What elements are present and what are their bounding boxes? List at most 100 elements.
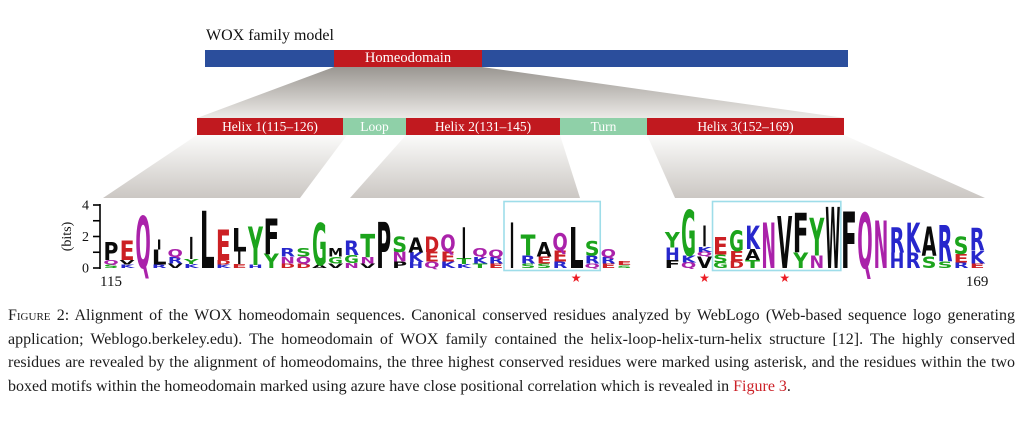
svg-text:P: P xyxy=(392,259,407,270)
logo-column: AG xyxy=(312,212,327,280)
svg-text:A: A xyxy=(922,221,937,267)
svg-text:R: R xyxy=(344,237,359,260)
svg-text:R: R xyxy=(553,260,568,270)
svg-text:R: R xyxy=(489,256,504,266)
zoom-connector-helix2 xyxy=(350,135,580,198)
svg-text:S: S xyxy=(585,237,600,260)
svg-text:I: I xyxy=(702,222,707,254)
svg-text:D: D xyxy=(424,232,439,257)
logo-column: NY xyxy=(809,208,825,273)
svg-text:W: W xyxy=(825,198,840,289)
svg-text:N: N xyxy=(392,250,407,265)
svg-text:F: F xyxy=(793,202,809,266)
motif-box xyxy=(503,200,602,272)
svg-text:H: H xyxy=(890,248,905,273)
loop-label: Loop xyxy=(360,119,389,134)
svg-text:N: N xyxy=(344,262,359,270)
svg-text:S: S xyxy=(922,254,937,272)
svg-text:115: 115 xyxy=(100,274,122,290)
svg-text:I: I xyxy=(157,237,162,252)
sequence-logo-area: 0 2 4 (bits) 115 169 S Q P K V E Q R L I V R Q K Y I L K D E E I L H Y… xyxy=(60,191,1000,296)
logo-column: SE xyxy=(617,260,632,269)
svg-text:K: K xyxy=(441,259,456,270)
svg-text:(bits): (bits) xyxy=(60,221,75,251)
logo-column: EKR xyxy=(970,223,986,270)
svg-text:K: K xyxy=(408,250,424,265)
svg-text:4: 4 xyxy=(82,199,89,214)
svg-text:K: K xyxy=(681,254,697,266)
figure3-link[interactable]: Figure 3 xyxy=(733,377,787,395)
logo-column: GSE xyxy=(713,234,728,270)
svg-text:V: V xyxy=(360,263,376,270)
svg-text:E: E xyxy=(537,254,552,265)
helix3-segment: Helix 3(152–169) xyxy=(647,118,844,135)
logo-column: KDE xyxy=(216,221,233,270)
logo-column: N xyxy=(874,209,889,284)
svg-text:D: D xyxy=(216,259,231,266)
svg-text:E: E xyxy=(424,250,439,266)
logo-column: KYI xyxy=(182,233,200,270)
svg-text:R: R xyxy=(938,216,953,274)
turn-segment: Turn xyxy=(560,118,647,135)
svg-text:E: E xyxy=(216,221,231,270)
svg-text:Q: Q xyxy=(440,231,455,258)
logo-column: HY xyxy=(247,217,263,278)
logo-column: HKA xyxy=(408,234,424,270)
svg-text:E: E xyxy=(489,262,504,269)
helix3-label: Helix 3(152–169) xyxy=(697,119,794,134)
svg-text:K: K xyxy=(473,255,488,266)
svg-text:A: A xyxy=(408,234,424,258)
svg-text:L: L xyxy=(152,247,167,270)
svg-text:I: I xyxy=(189,233,194,267)
homeodomain-label: Homeodomain xyxy=(364,50,452,66)
svg-text:Q: Q xyxy=(585,262,600,270)
svg-text:I: I xyxy=(237,248,242,269)
logo-column: KVE xyxy=(120,235,137,270)
svg-text:N: N xyxy=(280,255,295,265)
svg-text:N: N xyxy=(761,209,776,283)
figure-number-label: Figure 2: xyxy=(8,307,70,324)
motif-box xyxy=(711,200,842,272)
logo-column: DEG xyxy=(729,225,744,270)
helix2-label: Helix 2(131–145) xyxy=(434,119,532,134)
svg-text:T: T xyxy=(472,262,487,270)
svg-text:K: K xyxy=(697,246,713,254)
svg-text:A: A xyxy=(537,238,552,261)
logo-column: DNR xyxy=(280,246,295,270)
svg-text:G: G xyxy=(713,261,728,270)
svg-text:Y: Y xyxy=(182,258,199,266)
logo-column: TKQ xyxy=(472,246,488,270)
zoom-connector-helix1 xyxy=(103,135,347,198)
logo-column: RK xyxy=(906,214,922,273)
turn-label: Turn xyxy=(590,119,617,134)
model-title: WOX family model xyxy=(206,27,334,44)
logo-column: SA xyxy=(922,221,937,273)
svg-text:I: I xyxy=(510,210,515,284)
svg-text:T: T xyxy=(456,257,472,266)
svg-text:Y: Y xyxy=(664,227,681,253)
svg-text:E: E xyxy=(617,260,632,266)
svg-text:S: S xyxy=(954,232,969,260)
logo-column: KEQ xyxy=(440,231,456,271)
logo-column: YF xyxy=(263,209,279,273)
svg-text:R: R xyxy=(168,255,183,266)
logo-column: NGR xyxy=(344,237,359,270)
logo-column: ERQ xyxy=(488,247,504,269)
logo-column: HR xyxy=(890,220,905,273)
svg-text:E: E xyxy=(970,262,985,270)
svg-text:R: R xyxy=(906,248,921,273)
svg-text:K: K xyxy=(745,220,761,258)
svg-text:K: K xyxy=(216,264,232,269)
svg-text:E: E xyxy=(440,250,455,266)
logo-column: FHY xyxy=(664,227,681,271)
svg-text:R: R xyxy=(585,254,600,266)
svg-text:Q: Q xyxy=(168,247,183,260)
svg-text:Y: Y xyxy=(247,217,263,278)
svg-text:T: T xyxy=(360,227,375,266)
svg-text:Y: Y xyxy=(263,250,279,273)
svg-text:E: E xyxy=(713,234,728,261)
svg-text:E: E xyxy=(601,262,616,269)
